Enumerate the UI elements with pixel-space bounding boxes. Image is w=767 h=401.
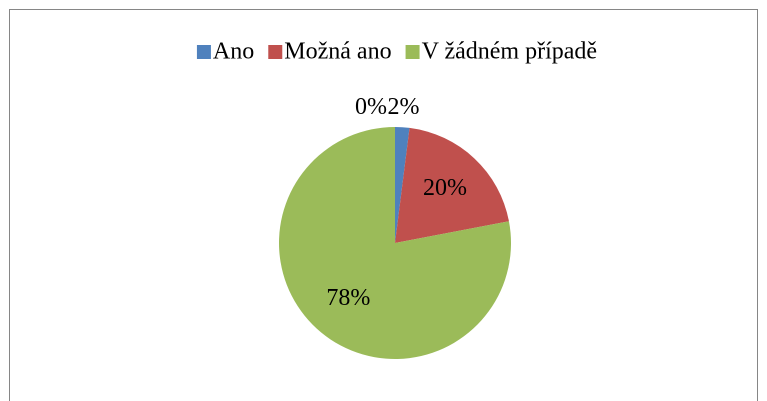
data-label: 78% [326, 285, 370, 311]
legend-label: Možná ano [284, 39, 391, 65]
legend-swatch [405, 45, 420, 59]
pie-slice [395, 127, 410, 243]
data-label: 2% [387, 94, 419, 120]
pie-slice [395, 127, 509, 243]
legend-swatch [268, 45, 283, 59]
legend-label: V žádném případě [422, 39, 598, 65]
data-label: 0% [355, 94, 387, 120]
pie-slice [278, 127, 511, 359]
legend-label: Ano [213, 39, 254, 65]
data-label: 20% [423, 175, 467, 201]
legend-swatch [196, 45, 211, 59]
